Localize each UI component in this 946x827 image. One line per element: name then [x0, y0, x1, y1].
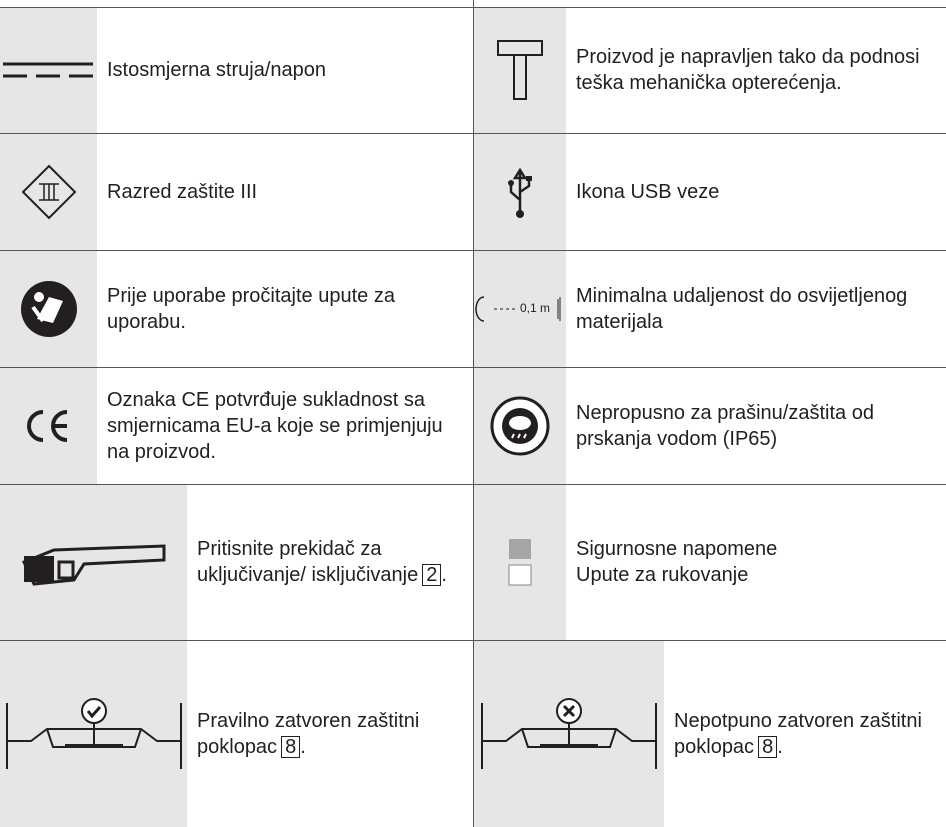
text-cell: Prije uporabe pročitajte upute za uporab… [97, 250, 473, 367]
description: Oznaka CE potvrđuje sukladnost sa smjern… [107, 387, 461, 465]
text-cell: Minimalna udaljenost do osvijetljenog ma… [566, 250, 946, 367]
description-text: Pravilno zatvoren zaštitni poklopac [197, 709, 420, 758]
description-text: Minimalna udaljenost do osvijetljenog ma… [576, 284, 908, 333]
description-text: Nepropusno za prašinu/zaštita od prskanj… [576, 401, 874, 450]
text-cell: Ikona USB veze [566, 133, 946, 250]
description: Ikona USB veze [576, 179, 719, 205]
text-cell: Pritisnite prekidač za uključivanje/ isk… [187, 484, 473, 640]
description: Minimalna udaljenost do osvijetljenog ma… [576, 283, 934, 335]
icon-cell [474, 133, 566, 250]
text-cell: Oznaka CE potvrđuje sukladnost sa smjern… [97, 367, 473, 484]
icon-cell [474, 7, 566, 133]
text-cell: Istosmjerna struja/napon [97, 7, 473, 133]
description-text: Istosmjerna struja/napon [107, 59, 327, 81]
punctuation: . [441, 564, 447, 586]
description-text: Razred zaštite III [107, 180, 258, 203]
column-divider [473, 0, 474, 827]
description: Razred zaštite III [107, 179, 257, 205]
text-cell: Pravilno zatvoren zaštitni poklopac 8. [187, 640, 473, 827]
description: Sigurnosne napomene Upute za rukovanje [576, 536, 777, 588]
reference-number: 2 [422, 564, 442, 586]
description-text: Nepotpuno zatvoren zaštitni poklopac [674, 709, 922, 758]
punctuation: . [300, 735, 306, 758]
description: Nepotpuno zatvoren zaštitni poklopac 8. [674, 708, 934, 760]
icon-cell [0, 250, 97, 367]
punctuation: . [777, 735, 783, 758]
text-cell: Sigurnosne napomene Upute za rukovanje [566, 484, 946, 640]
icon-cell [474, 640, 664, 827]
description-line: Upute za rukovanje [576, 564, 749, 586]
reference-number: 8 [281, 735, 301, 758]
text-cell: Nepotpuno zatvoren zaštitni poklopac 8. [664, 640, 946, 827]
description-line: Sigurnosne napomene [576, 538, 778, 560]
icon-cell: 0,1 m [474, 250, 566, 367]
text-cell: Razred zaštite III [97, 133, 473, 250]
description: Pritisnite prekidač za uključivanje/ isk… [197, 536, 461, 588]
icon-cell [474, 484, 566, 640]
description-text: Prije uporabe pročitajte upute za uporab… [107, 284, 395, 333]
description: Nepropusno za prašinu/zaštita od prskanj… [576, 400, 934, 452]
icon-cell [0, 367, 97, 484]
icon-label: 0,1 m [520, 300, 551, 315]
description: Prije uporabe pročitajte upute za uporab… [107, 283, 461, 335]
icon-cell [0, 484, 187, 640]
description-text: Oznaka CE potvrđuje sukladnost sa smjern… [107, 388, 443, 463]
description-text: Proizvod je napravljen tako da podnosi t… [576, 46, 920, 94]
description: Proizvod je napravljen tako da podnosi t… [576, 44, 934, 96]
reference-number: 8 [758, 735, 778, 758]
description: Istosmjerna struja/napon [107, 57, 326, 83]
icon-cell [0, 7, 97, 133]
icon-cell [474, 367, 566, 484]
text-cell: Proizvod je napravljen tako da podnosi t… [566, 7, 946, 133]
text-cell: Nepropusno za prašinu/zaštita od prskanj… [566, 367, 946, 484]
description-text: Pritisnite prekidač za uključivanje/ isk… [197, 538, 419, 586]
description: Pravilno zatvoren zaštitni poklopac 8. [197, 708, 461, 760]
icon-cell [0, 133, 97, 250]
icon-cell [0, 640, 187, 827]
description-text: Ikona USB veze [576, 180, 720, 203]
